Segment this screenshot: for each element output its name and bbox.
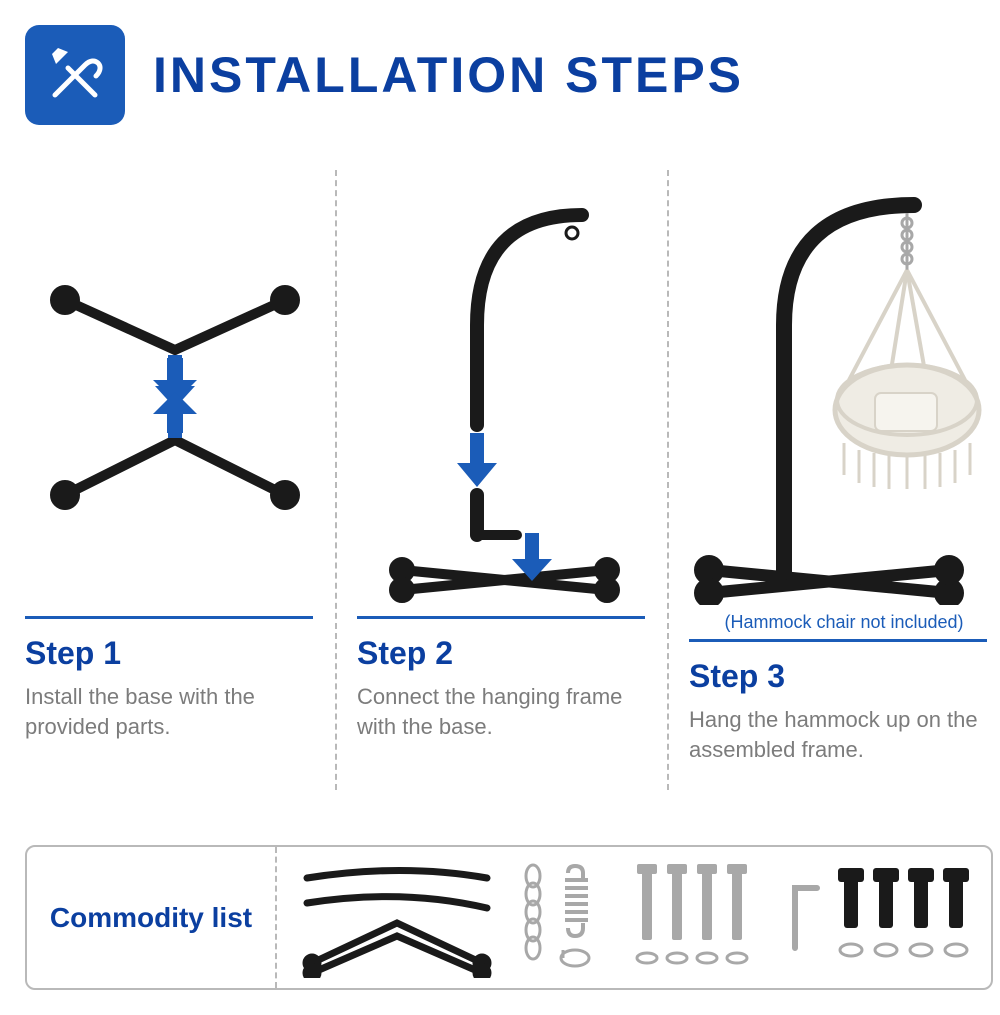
parts-chain-spring — [513, 858, 623, 978]
tools-icon — [25, 25, 125, 125]
parts-long-bolts — [634, 858, 774, 978]
commodity-list-panel: Commodity list — [25, 845, 993, 990]
step-divider — [689, 639, 987, 642]
parts-frame-tubes — [292, 858, 502, 978]
page-title: INSTALLATION STEPS — [153, 46, 744, 104]
parts-allen-key — [785, 858, 825, 978]
installation-infographic: INSTALLATION STEPS — [0, 0, 1000, 1015]
commodity-parts — [277, 847, 991, 988]
step-divider — [357, 616, 645, 619]
step-divider — [25, 616, 313, 619]
step-3-illustration — [689, 170, 999, 610]
step-1-illustration — [25, 170, 325, 610]
step-2-illustration — [357, 170, 657, 610]
step-2-desc: Connect the hanging frame with the base. — [357, 682, 657, 741]
step-1: Step 1 Install the base with the provide… — [25, 170, 335, 790]
step-3: (Hammock chair not included) Step 3 Hang… — [667, 170, 1000, 790]
step-2: Step 2 Connect the hanging frame with th… — [335, 170, 667, 790]
step-3-desc: Hang the hammock up on the assembled fra… — [689, 705, 999, 764]
parts-short-bolts — [836, 858, 976, 978]
step-1-label: Step 1 — [25, 635, 325, 672]
header: INSTALLATION STEPS — [25, 25, 1000, 125]
step-3-note: (Hammock chair not included) — [689, 612, 999, 633]
step-3-label: Step 3 — [689, 658, 999, 695]
commodity-title-cell: Commodity list — [27, 847, 277, 988]
commodity-title: Commodity list — [50, 902, 252, 934]
step-1-desc: Install the base with the provided parts… — [25, 682, 325, 741]
steps-row: Step 1 Install the base with the provide… — [25, 170, 1000, 790]
step-2-label: Step 2 — [357, 635, 657, 672]
